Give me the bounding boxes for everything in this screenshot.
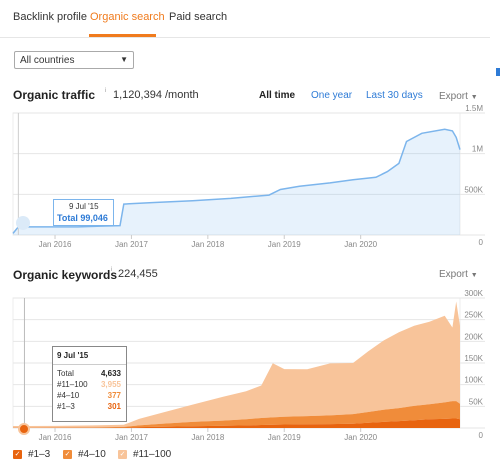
country-select[interactable]: All countries ▼ bbox=[14, 51, 134, 69]
tab-bar: Backlink profile Organic search Paid sea… bbox=[0, 0, 490, 38]
traffic-tooltip: 9 Jul '15 Total 99,046 bbox=[53, 199, 114, 226]
keywords-area--1-3 bbox=[13, 418, 460, 428]
tooltip-row-4-10: #4–10 377 bbox=[57, 391, 125, 402]
x-tick-label: Jan 2017 bbox=[115, 433, 148, 442]
chevron-down-icon: ▼ bbox=[470, 272, 478, 279]
keywords-export-label: Export bbox=[439, 269, 468, 280]
y-tick-label: 1.5M bbox=[465, 104, 483, 113]
x-tick-label: Jan 2019 bbox=[268, 240, 301, 249]
chevron-down-icon: ▼ bbox=[470, 94, 478, 101]
y-tick-label: 150K bbox=[464, 354, 483, 363]
y-tick-label: 500K bbox=[464, 185, 483, 194]
traffic-value: 1,120,394 /month bbox=[113, 89, 199, 101]
tooltip-row-11-100: #11–100 3,955 bbox=[57, 380, 125, 391]
x-tick-label: Jan 2016 bbox=[39, 240, 72, 249]
country-select-value: All countries bbox=[20, 55, 75, 66]
tooltip-row-value: 377 bbox=[107, 391, 121, 400]
tooltip-row-label: Total bbox=[57, 369, 74, 378]
tooltip-row-label: #4–10 bbox=[57, 391, 80, 400]
tooltip-row-1-3: #1–3 301 bbox=[57, 402, 125, 413]
y-tick-label: 50K bbox=[469, 397, 484, 406]
tab-backlink-profile[interactable]: Backlink profile bbox=[13, 11, 87, 23]
checkbox-checked-icon[interactable]: ✓ bbox=[118, 450, 127, 459]
tooltip-row-label: #11–100 bbox=[57, 380, 88, 389]
keywords-hover-marker bbox=[18, 423, 30, 435]
tab-organic-search[interactable]: Organic search bbox=[90, 11, 165, 23]
y-tick-label: 0 bbox=[479, 431, 484, 440]
x-tick-label: Jan 2020 bbox=[344, 433, 377, 442]
tooltip-row-value: 3,955 bbox=[100, 380, 121, 389]
x-tick-label: Jan 2018 bbox=[191, 240, 224, 249]
checkbox-checked-icon[interactable]: ✓ bbox=[13, 450, 22, 459]
traffic-hover-marker bbox=[16, 215, 30, 230]
range-last-30-days[interactable]: Last 30 days bbox=[366, 90, 423, 101]
keywords-value: 224,455 bbox=[118, 268, 158, 280]
info-icon[interactable]: i bbox=[111, 267, 113, 273]
keywords-tooltip: 9 Jul '15 Total 4,633 #11–100 3,955 #4–1… bbox=[52, 346, 127, 422]
keywords-area--4-10 bbox=[13, 401, 460, 428]
keywords-export-button[interactable]: Export ▼ bbox=[439, 269, 478, 280]
y-tick-label: 250K bbox=[464, 311, 483, 320]
scrollbar-thumb[interactable] bbox=[496, 68, 500, 76]
range-one-year[interactable]: One year bbox=[311, 90, 353, 101]
legend-label: #11–100 bbox=[133, 449, 172, 460]
tooltip-row-value: 4,633 bbox=[100, 369, 121, 378]
tooltip-date: 9 Jul '15 bbox=[57, 351, 89, 360]
y-tick-label: 0 bbox=[479, 238, 484, 247]
legend-label: #4–10 bbox=[78, 449, 106, 460]
keywords-area--11-100 bbox=[13, 301, 460, 428]
x-tick-label: Jan 2019 bbox=[268, 433, 301, 442]
range-all-time[interactable]: All time bbox=[259, 90, 296, 101]
y-tick-label: 200K bbox=[464, 332, 483, 341]
checkbox-checked-icon[interactable]: ✓ bbox=[63, 450, 72, 459]
tooltip-row-value: 301 bbox=[107, 402, 121, 411]
info-icon[interactable]: i bbox=[105, 88, 107, 94]
chevron-down-icon: ▼ bbox=[120, 55, 128, 64]
x-tick-label: Jan 2017 bbox=[115, 240, 148, 249]
tooltip-total: Total 99,046 bbox=[57, 213, 108, 223]
x-tick-label: Jan 2020 bbox=[344, 240, 377, 249]
tooltip-row-total: Total 4,633 bbox=[57, 369, 125, 380]
y-tick-label: 1M bbox=[472, 145, 483, 154]
keywords-title: Organic keywords bbox=[13, 268, 118, 282]
x-tick-label: Jan 2018 bbox=[191, 433, 224, 442]
traffic-export-label: Export bbox=[439, 91, 468, 102]
y-tick-label: 300K bbox=[464, 289, 483, 298]
tooltip-divider bbox=[53, 364, 126, 365]
legend-label: #1–3 bbox=[28, 449, 51, 460]
traffic-title: Organic traffic bbox=[13, 88, 96, 102]
x-tick-label: Jan 2016 bbox=[39, 433, 72, 442]
traffic-export-button[interactable]: Export ▼ bbox=[439, 91, 478, 102]
traffic-area bbox=[13, 129, 460, 235]
tooltip-date: 9 Jul '15 bbox=[69, 202, 99, 211]
tab-paid-search[interactable]: Paid search bbox=[169, 11, 228, 23]
tooltip-row-label: #1–3 bbox=[57, 402, 75, 411]
active-tab-indicator bbox=[89, 34, 156, 37]
y-tick-label: 100K bbox=[464, 376, 483, 385]
